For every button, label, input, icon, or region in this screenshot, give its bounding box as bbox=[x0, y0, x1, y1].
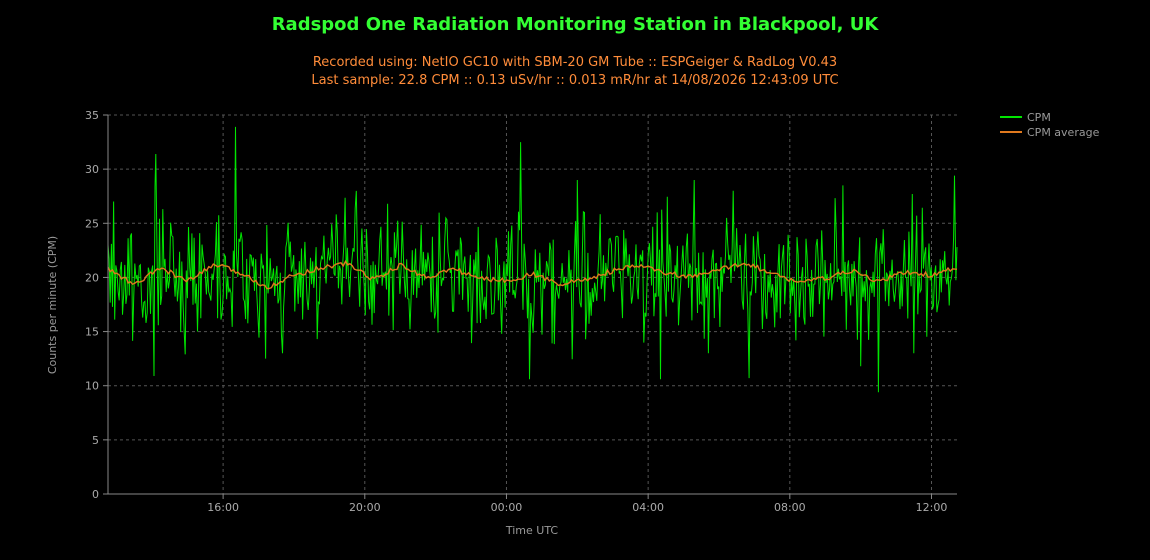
legend-label-cpm: CPM bbox=[1027, 111, 1051, 124]
y-tick-label: 15 bbox=[85, 326, 99, 339]
chart-subtitle-last-sample: Last sample: 22.8 CPM :: 0.13 uSv/hr :: … bbox=[311, 73, 839, 88]
y-tick-label: 25 bbox=[85, 217, 99, 230]
x-tick-label: 12:00 bbox=[916, 501, 948, 514]
y-tick-label: 30 bbox=[85, 163, 99, 176]
y-tick-label: 10 bbox=[85, 380, 99, 393]
series-layer bbox=[107, 126, 958, 393]
y-axis-label: Counts per minute (CPM) bbox=[46, 236, 59, 374]
x-tick-label: 04:00 bbox=[632, 501, 664, 514]
y-tick-label: 5 bbox=[92, 434, 99, 447]
legend-label-cpm-average: CPM average bbox=[1027, 126, 1100, 139]
y-tick-label: 35 bbox=[85, 109, 99, 122]
chart-title: Radspod One Radiation Monitoring Station… bbox=[271, 14, 879, 35]
x-tick-label: 16:00 bbox=[207, 501, 239, 514]
series-line-cpm bbox=[107, 126, 958, 393]
chart-subtitle-recorder: Recorded using: NetIO GC10 with SBM-20 G… bbox=[312, 55, 838, 70]
y-tick-label: 20 bbox=[85, 271, 99, 284]
y-tick-label: 0 bbox=[92, 488, 99, 501]
axes: 0 5 10 15 20 25 30 35 16:00 20:00 00:00 04:00 08:00 1… bbox=[85, 109, 957, 514]
legend: CPM CPM average bbox=[1000, 111, 1100, 139]
x-tick-label: 08:00 bbox=[774, 501, 806, 514]
x-tick-label: 20:00 bbox=[349, 501, 381, 514]
series-line-cpm-average bbox=[107, 260, 958, 290]
x-tick-label: 00:00 bbox=[491, 501, 523, 514]
x-axis-label: Time UTC bbox=[505, 524, 559, 537]
